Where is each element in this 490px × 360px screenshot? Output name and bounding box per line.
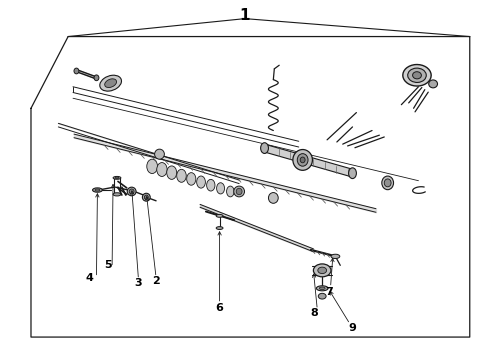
Text: 3: 3 — [135, 278, 142, 288]
Ellipse shape — [143, 193, 150, 201]
Ellipse shape — [115, 177, 119, 179]
Ellipse shape — [236, 188, 242, 195]
Ellipse shape — [127, 187, 136, 196]
Ellipse shape — [129, 189, 134, 194]
Polygon shape — [265, 144, 352, 177]
Ellipse shape — [113, 193, 121, 196]
Ellipse shape — [384, 179, 391, 187]
Ellipse shape — [226, 186, 234, 197]
Ellipse shape — [177, 169, 186, 182]
Text: 5: 5 — [104, 260, 112, 270]
Ellipse shape — [216, 215, 223, 217]
Text: 8: 8 — [311, 309, 319, 318]
Ellipse shape — [408, 68, 426, 82]
Ellipse shape — [155, 149, 164, 159]
Ellipse shape — [157, 163, 167, 176]
Ellipse shape — [382, 176, 393, 190]
Ellipse shape — [196, 176, 205, 188]
Ellipse shape — [317, 286, 328, 291]
Ellipse shape — [217, 183, 224, 194]
Ellipse shape — [297, 154, 308, 166]
Ellipse shape — [94, 75, 99, 81]
Text: 6: 6 — [216, 303, 223, 314]
Ellipse shape — [413, 72, 421, 79]
Circle shape — [314, 264, 331, 277]
Circle shape — [318, 267, 327, 274]
Ellipse shape — [145, 195, 148, 199]
Ellipse shape — [331, 254, 340, 258]
Ellipse shape — [300, 157, 305, 163]
Text: 7: 7 — [325, 287, 333, 297]
Ellipse shape — [113, 176, 121, 179]
Ellipse shape — [105, 79, 117, 87]
Ellipse shape — [207, 179, 215, 191]
Ellipse shape — [429, 80, 438, 88]
Text: 1: 1 — [240, 8, 250, 23]
Ellipse shape — [95, 189, 100, 191]
Circle shape — [318, 293, 326, 299]
Ellipse shape — [319, 287, 325, 289]
Ellipse shape — [293, 149, 313, 170]
Ellipse shape — [261, 143, 269, 153]
Ellipse shape — [403, 64, 431, 86]
Text: 4: 4 — [86, 273, 94, 283]
Ellipse shape — [74, 68, 79, 74]
Ellipse shape — [234, 186, 245, 197]
Ellipse shape — [167, 166, 177, 179]
Ellipse shape — [348, 168, 356, 179]
Ellipse shape — [269, 193, 278, 203]
Text: 2: 2 — [152, 276, 160, 286]
Ellipse shape — [147, 159, 158, 174]
Ellipse shape — [216, 226, 223, 229]
Text: 9: 9 — [348, 323, 356, 333]
Ellipse shape — [93, 188, 102, 192]
Ellipse shape — [187, 173, 196, 185]
Ellipse shape — [100, 75, 122, 91]
